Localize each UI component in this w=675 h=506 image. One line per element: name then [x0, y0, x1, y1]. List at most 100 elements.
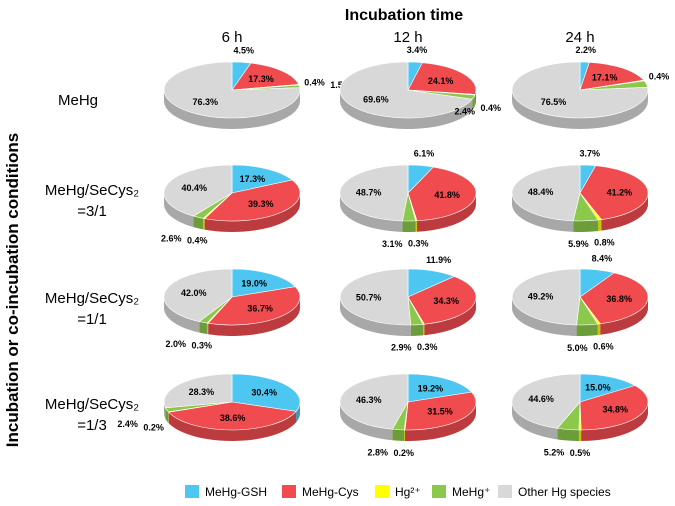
pie-side-hg2 — [597, 323, 601, 336]
pie-label-mehg-gsh: 2.2% — [576, 45, 597, 55]
pie-side-mehg-plus — [199, 321, 207, 335]
pie-slice-mehg-cys — [168, 401, 297, 431]
pie-slice-other — [511, 373, 581, 429]
pie-slice-mehg-cys — [579, 385, 649, 431]
pie-label-other: 50.7% — [356, 292, 382, 302]
pie-label-hg2: 0.8% — [594, 237, 615, 247]
pie-label-mehg-gsh: 11.9% — [426, 255, 451, 265]
row-label-mehg: MeHg — [58, 92, 98, 109]
pie-slice-other — [163, 61, 301, 119]
pie-slice-other — [511, 164, 581, 222]
pie-label-mehg-plus: 2.9% — [391, 343, 412, 353]
pie-r4-c1: 30.4% 38.6% 0.2% 2.4% 28.3% — [117, 373, 301, 441]
pie-label-mehg-cys: 39.3% — [248, 199, 274, 209]
pie-side-mehg-cys — [204, 193, 300, 232]
column-header-24h: 24 h — [565, 29, 594, 46]
pie-side-other — [340, 193, 403, 232]
pie-label-mehg-gsh: 19.0% — [241, 279, 267, 289]
pie-label-mehg-cys: 34.8% — [603, 404, 629, 414]
pie-slice-mehg-gsh — [231, 164, 293, 194]
pie-slice-other — [511, 268, 581, 326]
pie-label-mehg-plus: 3.1% — [382, 239, 403, 249]
pie-label-hg2: 0.4% — [187, 235, 208, 245]
pie-slice-other — [339, 373, 409, 430]
pie-label-mehg-gsh: 3.4% — [407, 45, 428, 55]
pie-side-mehg-cys — [168, 411, 297, 441]
row-label-1-3-line2: =1/3 — [77, 417, 107, 434]
legend-swatch-other — [498, 485, 512, 498]
pie-side-hg2 — [206, 323, 209, 335]
pie-slice-mehg-cys — [579, 272, 649, 325]
pie-side-mehg-cys — [581, 402, 648, 441]
pie-label-hg2: 0.3% — [192, 340, 213, 350]
pie-slice-mehg-cys — [579, 165, 649, 220]
pie-label-other: 28.3% — [189, 387, 215, 397]
pie-slice-mehg-gsh — [231, 373, 301, 412]
pie-label-other: 49.2% — [528, 292, 554, 302]
pie-r2-c3: 3.7% 41.2% 0.8% 5.9% 48.4% — [511, 148, 649, 249]
pie-label-hg2: 0.3% — [408, 239, 429, 249]
pie-label-mehg-plus: 2.0% — [166, 339, 187, 349]
pie-label-mehg-gsh: 6.1% — [414, 149, 435, 159]
pie-side-other — [164, 90, 300, 129]
pie-side-mehg-cys — [601, 193, 648, 231]
pie-label-mehg-cys: 36.7% — [247, 303, 273, 313]
column-header-12h: 12 h — [393, 29, 422, 46]
pie-label-mehg-plus: 1.5% — [330, 80, 351, 90]
pie-label-mehg-gsh: 19.2% — [418, 384, 444, 394]
pie-side-mehg-cys — [424, 297, 476, 336]
pie-slice-mehg-gsh — [579, 373, 636, 403]
pie-label-other: 42.0% — [181, 288, 207, 298]
row-label-1-1-line2: =1/1 — [77, 311, 107, 328]
pie-side-hg2 — [203, 218, 205, 230]
y-axis-label: Incubation or co-incubation conditions — [3, 133, 22, 447]
pie-slice-mehg-cys — [231, 62, 300, 91]
pie-label-mehg-plus: 2.6% — [161, 234, 182, 244]
pie-label-mehg-cys: 36.8% — [606, 294, 632, 304]
row-label-1-3-line1: MeHg/SeCys₂ — [45, 396, 139, 413]
pie-side-other — [512, 90, 648, 129]
row-label-1-1-line1: MeHg/SeCys₂ — [45, 290, 139, 307]
pie-side-other — [164, 193, 194, 228]
pie-label-other: 44.6% — [528, 394, 554, 404]
pie-side-other — [164, 297, 200, 333]
legend-label-mehg-cys: MeHg-Cys — [302, 485, 359, 499]
pie-label-mehg-gsh: 15.0% — [585, 383, 611, 393]
pie-side-other — [512, 193, 574, 232]
pie-slice-other — [163, 268, 233, 322]
pie-side-hg2 — [415, 220, 417, 232]
legend-swatch-mehg-plus — [432, 485, 446, 498]
pie-label-mehg-gsh: 8.4% — [592, 253, 613, 263]
pie-side-mehg-cys — [208, 297, 300, 336]
pie-side-mehg-plus — [193, 216, 204, 230]
pie-label-mehg-cys: 17.3% — [248, 74, 274, 84]
pie-label-mehg-gsh: 17.3% — [240, 174, 266, 184]
pie-slice-other — [511, 61, 649, 119]
pie-side-mehg-plus — [410, 324, 424, 336]
pie-label-hg2: 0.4% — [481, 103, 502, 113]
pie-side-mehg-cys — [416, 193, 476, 232]
pie-label-other: 48.4% — [528, 187, 554, 197]
pie-side-mehg-plus — [557, 428, 579, 441]
pie-label-mehg-cys: 31.5% — [427, 407, 453, 417]
pie-label-mehg-gsh: 4.5% — [234, 45, 255, 55]
pie-slice-other — [339, 61, 473, 119]
pie-slice-mehg-gsh — [407, 373, 473, 403]
pie-side-other — [340, 90, 473, 129]
pie-r3-c3: 8.4% 36.8% 0.6% 5.0% 49.2% — [511, 253, 649, 353]
pie-slice-other — [163, 164, 233, 217]
pie-label-mehg-cys: 38.6% — [220, 413, 246, 423]
pies-group: 4.5% 17.3% 0.4% 1.5% 76.3% 3.4% 24.1% 0.4% 2.4% 6… — [117, 45, 675, 458]
pie-r4-c2: 19.2% 31.5% 0.2% 2.8% 46.3% — [339, 373, 477, 458]
pie-slice-other — [339, 164, 409, 222]
pie-slice-mehg-gsh — [231, 268, 296, 298]
pie-slice-mehg-cys — [407, 166, 477, 222]
legend-swatch-mehg-cys — [282, 485, 296, 498]
pie-label-mehg-cys: 41.2% — [607, 187, 633, 197]
pie-slice-mehg-cys — [579, 61, 645, 91]
pie-label-other: 69.6% — [363, 94, 389, 104]
pie-label-hg2: 0.4% — [649, 72, 670, 82]
pie-side-mehg-plus — [392, 429, 405, 441]
pie-r1-c2: 3.4% 24.1% 0.4% 2.4% 69.6% — [339, 45, 502, 129]
pie-label-other: 76.3% — [193, 97, 219, 107]
